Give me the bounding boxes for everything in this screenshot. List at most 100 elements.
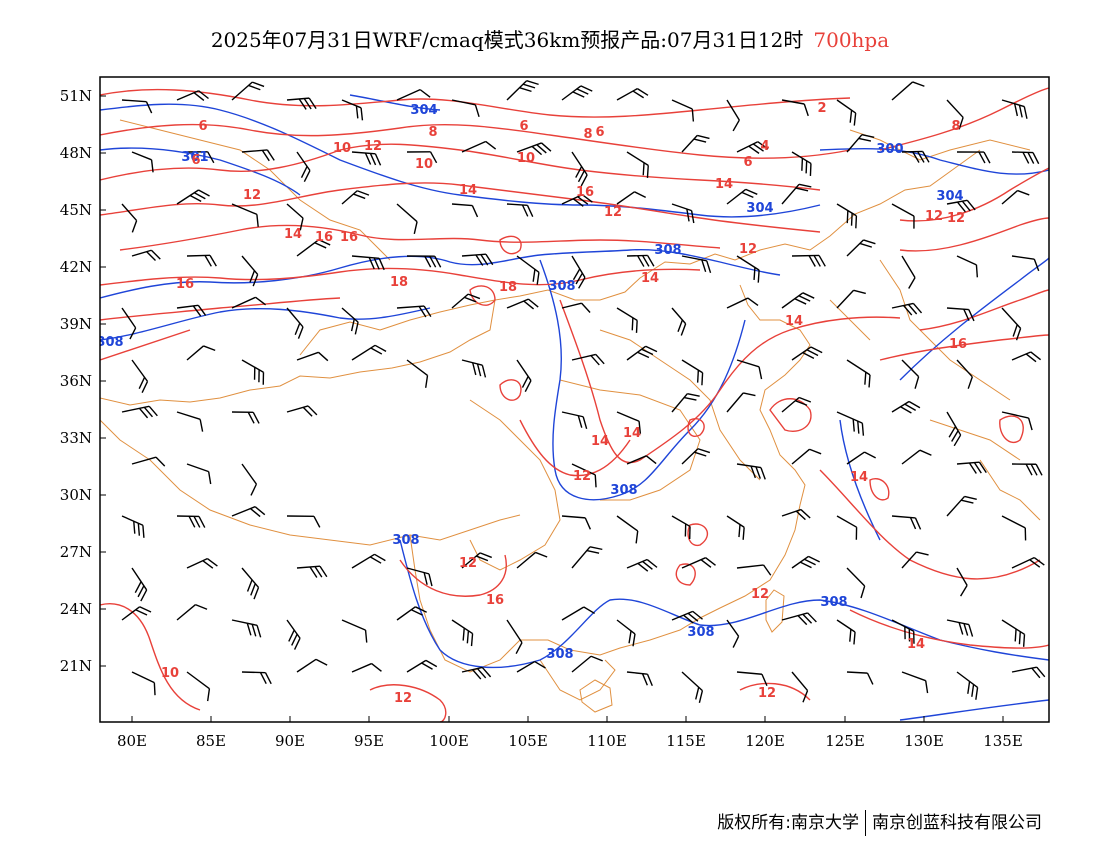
wind-barb-staff	[626, 151, 649, 166]
wind-barb-feather	[762, 564, 772, 576]
wind-barb-feather	[732, 119, 740, 132]
wind-barb-feather	[188, 515, 196, 528]
wind-barb	[351, 553, 386, 569]
wind-barb	[726, 188, 758, 205]
temperature-contour-label: 10	[517, 151, 535, 166]
wind-barb-staff	[836, 619, 856, 633]
wind-barb	[296, 351, 329, 362]
wind-barb-feather	[634, 191, 647, 198]
wind-barb-feather	[1025, 353, 1037, 363]
wind-barb	[406, 151, 438, 164]
wind-barb-feather	[798, 396, 812, 403]
wind-barb	[946, 495, 977, 517]
wind-barb-feather	[155, 456, 166, 467]
wind-barb	[286, 203, 304, 231]
wind-barb-feather	[925, 680, 929, 694]
wind-barb-feather	[410, 609, 423, 616]
wind-barb	[176, 304, 207, 317]
wind-barb-feather	[594, 474, 597, 488]
wind-barb-feather	[802, 352, 815, 359]
wind-barb	[176, 515, 206, 528]
wind-barb	[1011, 463, 1043, 476]
wind-barb-feather	[964, 495, 977, 500]
wind-barb-staff	[671, 203, 692, 212]
wind-barb-feather	[802, 292, 815, 299]
wind-barb-feather	[1018, 104, 1023, 118]
wind-barb	[396, 606, 427, 621]
map-frame	[99, 76, 1050, 723]
wind-barb	[1001, 189, 1030, 205]
wind-barb-staff	[231, 506, 256, 517]
copyright-company: 南京创蓝科技有限公司	[872, 813, 1042, 833]
wind-barb	[671, 307, 687, 336]
wind-barb-feather	[515, 642, 523, 655]
wind-barb-feather	[912, 81, 925, 87]
height-contour-line	[839, 419, 881, 541]
wind-barb	[296, 151, 311, 183]
wind-barb	[451, 619, 474, 647]
temperature-contour-label: 6	[595, 125, 604, 140]
wind-barb	[406, 359, 429, 388]
wind-barb-feather	[628, 630, 632, 644]
wind-barb-feather	[466, 630, 470, 644]
wind-barb-staff	[396, 203, 418, 223]
wind-barb-staff	[946, 199, 968, 205]
wind-barb	[121, 405, 158, 419]
title-main: 2025年07月31日WRF/cmaq模式36km预报产品:07月31日12时	[210, 28, 804, 52]
wind-barb	[186, 151, 215, 164]
wind-barb-feather	[521, 376, 529, 388]
wind-barb-feather	[150, 159, 154, 173]
wind-barb-staff	[451, 619, 473, 635]
height-contour-label: 304	[746, 201, 773, 216]
wind-barb-feather	[752, 143, 764, 152]
wind-barb-staff	[351, 553, 375, 569]
lon-tick-label: 90E	[275, 732, 305, 750]
wind-barb-staff	[121, 606, 141, 621]
wind-barb-feather	[863, 239, 876, 245]
wind-barb-feather	[252, 412, 260, 424]
wind-barb-feather	[140, 589, 148, 602]
wind-barb	[1011, 151, 1040, 165]
wind-barb-staff	[296, 565, 321, 569]
wind-barb-staff	[726, 188, 747, 205]
wind-barb-feather	[374, 153, 382, 166]
wind-barb-feather	[256, 625, 262, 638]
wind-barb	[186, 671, 211, 702]
temperature-contour-label: 12	[364, 139, 382, 154]
wind-barb	[836, 203, 858, 229]
wind-barb-feather	[255, 296, 267, 306]
wind-barb-feather	[374, 344, 387, 352]
wind-barb	[461, 359, 487, 378]
wind-barb-staff	[396, 606, 416, 621]
wind-barb-feather	[907, 304, 918, 315]
wind-barb-feather	[914, 517, 922, 530]
wind-barb-feather	[476, 363, 482, 377]
wind-barb-feather	[695, 687, 700, 700]
wind-barb-feather	[1027, 152, 1035, 164]
wind-barb-feather	[150, 249, 161, 260]
wind-barb-feather	[748, 145, 760, 154]
wind-barb	[1001, 411, 1033, 431]
wind-barb	[726, 515, 745, 540]
wind-barb-staff	[121, 307, 137, 329]
wind-barb-staff	[901, 150, 923, 153]
wind-barb-feather	[248, 84, 261, 91]
boundary-line	[100, 149, 981, 406]
wind-barb-feather	[968, 624, 974, 637]
wind-barb-staff	[461, 253, 486, 257]
wind-barb-feather	[145, 101, 153, 114]
wind-barb-feather	[578, 277, 586, 289]
height-contour-line	[100, 103, 821, 218]
wind-barb-feather	[948, 426, 957, 438]
wind-barb-feather	[425, 659, 438, 668]
wind-barb-feather	[198, 516, 206, 528]
wind-barb-feather	[523, 300, 535, 310]
height-contours	[100, 94, 1049, 721]
wind-barb-feather	[252, 274, 259, 287]
wind-barb-feather	[966, 199, 976, 211]
wind-barb-feather	[797, 615, 808, 626]
wind-barb	[616, 619, 636, 647]
lat-tick-label: 45N	[60, 201, 92, 219]
wind-barb-feather	[638, 421, 642, 434]
wind-barb-feather	[209, 254, 217, 267]
